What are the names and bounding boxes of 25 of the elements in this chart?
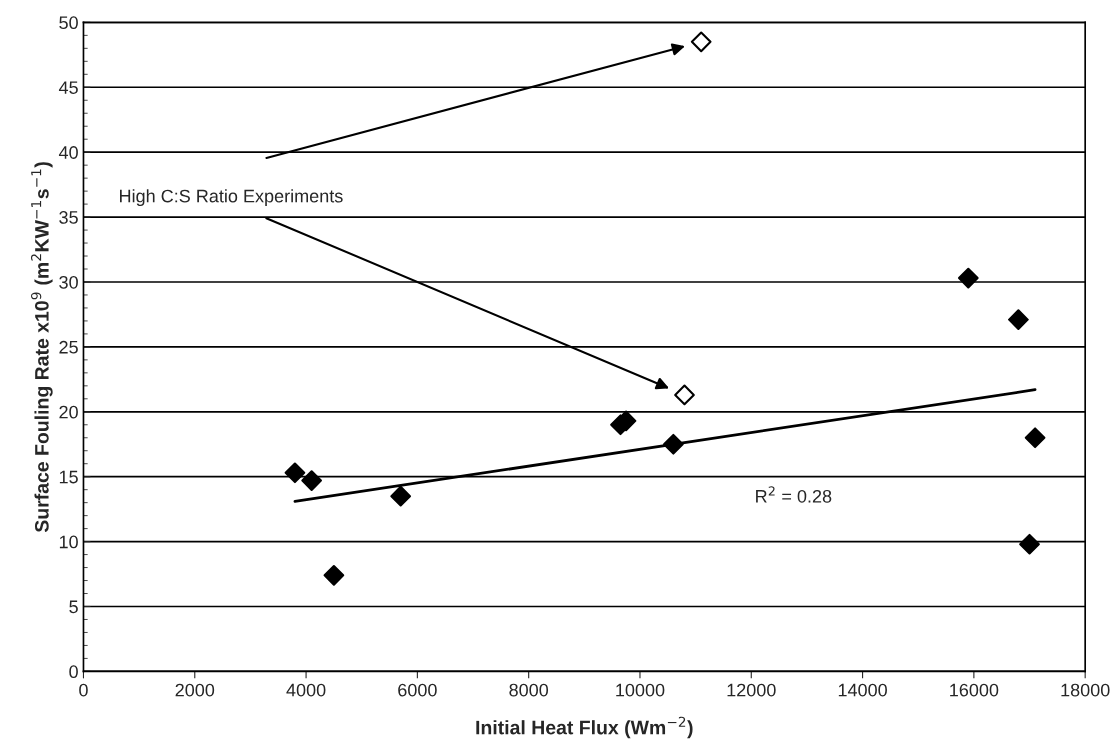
- y-tick-label: 50: [59, 16, 78, 30]
- y-tick-label: 20: [59, 405, 78, 419]
- x-tick-label: 4000: [286, 683, 326, 697]
- x-tick-label: 6000: [398, 683, 437, 697]
- annotation: R$^{2}$ = 0.28: [756, 486, 832, 503]
- x-tick-label: 14000: [838, 683, 887, 697]
- y-tick-label: 5: [69, 600, 78, 614]
- y-tick-label: 10: [59, 535, 78, 549]
- x-tick-label: 8000: [509, 683, 549, 697]
- y-tick-label: 0: [69, 665, 78, 679]
- y-tick-label: 45: [58, 81, 78, 94]
- x-tick-label: 10000: [616, 683, 665, 697]
- x-tick-label: 2000: [175, 683, 215, 697]
- y-tick-label: 25: [59, 340, 78, 354]
- x-tick-label: 12000: [727, 683, 776, 697]
- x-axis-title: Initial Heat Flux (Wm$^{−2}$): [476, 716, 693, 739]
- text: Surface Fouling Rate x10$^{9}$ (m$^{2}$KW$^{−1}$s$^{−1}$): [31, 162, 53, 533]
- x-tick-label: 18000: [1061, 683, 1110, 697]
- x-tick-label: 16000: [950, 683, 999, 697]
- annotation: High C:S Ratio Experiments: [120, 189, 343, 207]
- y-tick-label: 30: [59, 275, 78, 289]
- y-tick-label: 40: [58, 146, 78, 159]
- y-tick-label: 15: [59, 470, 78, 484]
- y-tick-label: 35: [59, 211, 78, 224]
- x-tick-label: 0: [79, 683, 88, 697]
